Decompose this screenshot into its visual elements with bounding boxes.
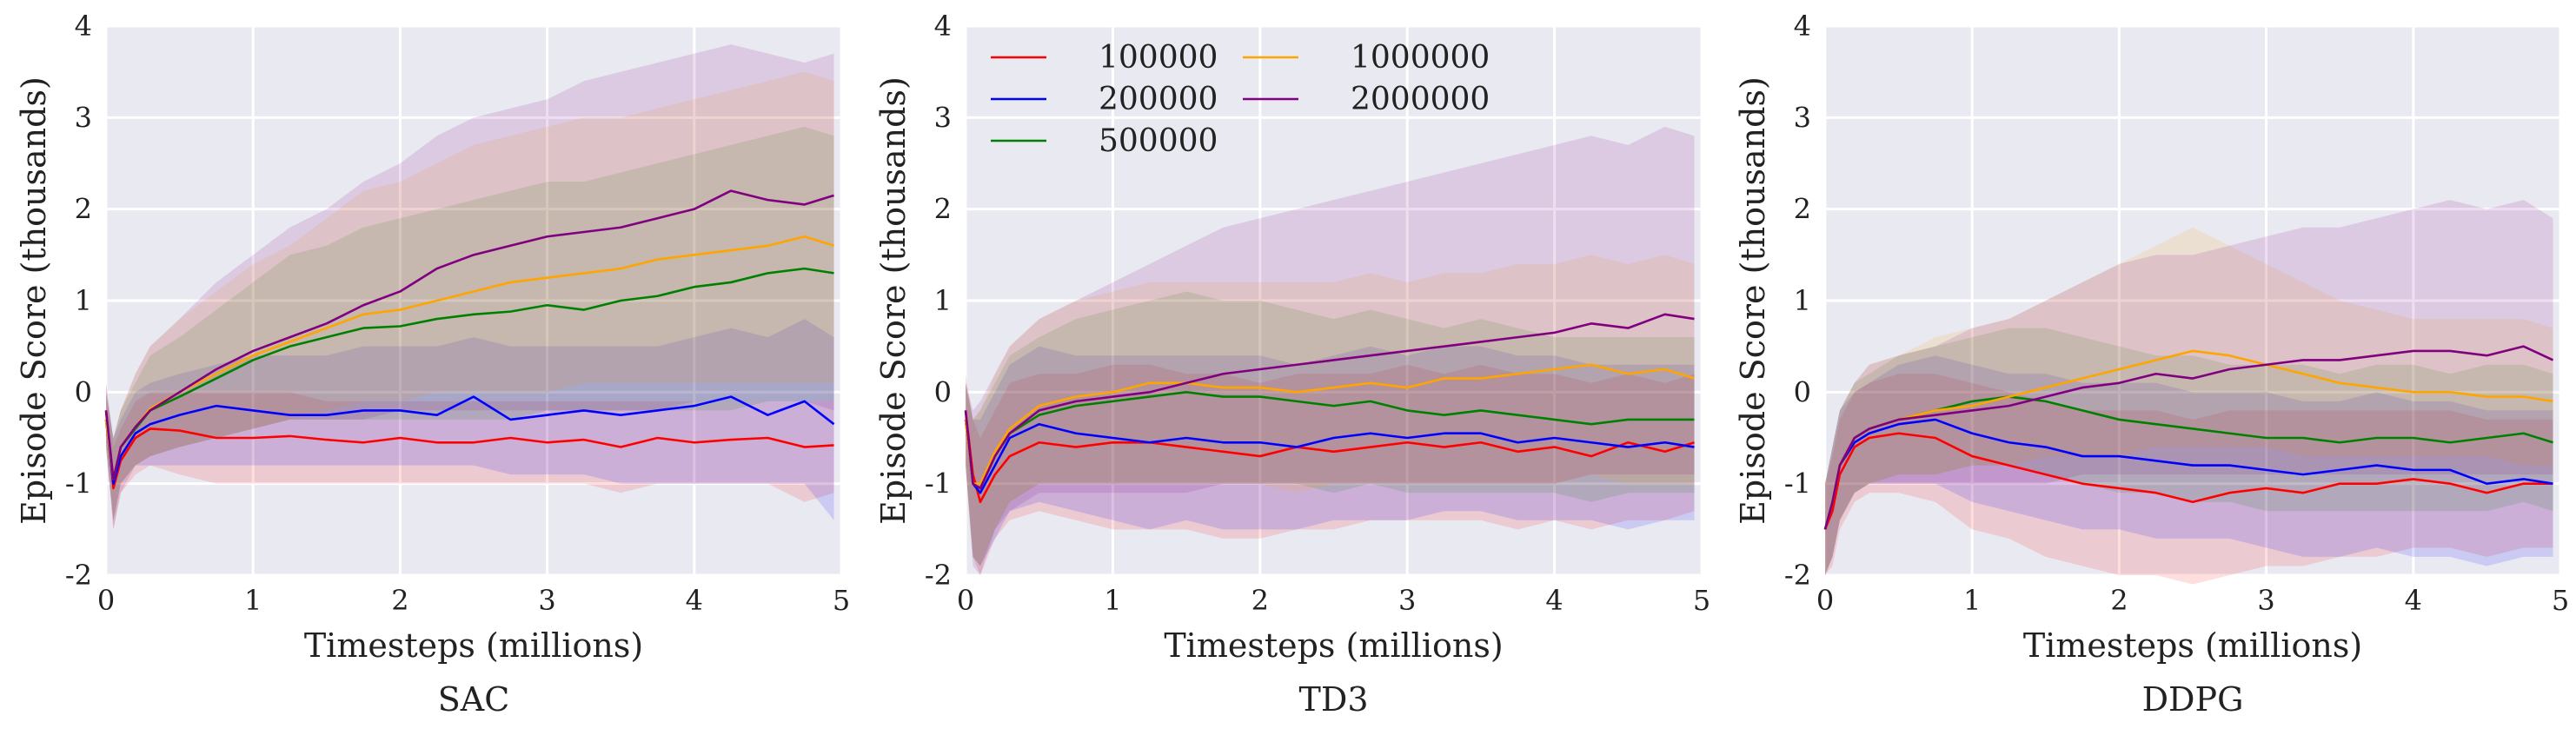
series-line-2000000 xyxy=(104,189,834,480)
y-tick-label: 1 xyxy=(934,284,952,317)
y-axis-title: Episode Score (thousands) xyxy=(15,76,53,525)
panel-ddpg: 0 1 2 3 4 5 -2 -1 0 1 2 3 4 Timesteps (millions) Episo… xyxy=(1734,10,2569,719)
y-tick-label: 0 xyxy=(75,375,92,408)
legend-label-100000: 100000 xyxy=(1099,40,1218,76)
x-tick-label: 3 xyxy=(538,584,555,617)
y-tick-label: 4 xyxy=(75,10,92,43)
y-tick-label: 0 xyxy=(1794,375,1811,408)
series-line-100000 xyxy=(104,410,834,490)
x-tick-label: 4 xyxy=(686,584,703,617)
legend-label-200000: 200000 xyxy=(1099,82,1218,117)
legend: 100000 200000 500000 1000000 2000000 xyxy=(991,40,1490,159)
x-tick-label: 3 xyxy=(1398,584,1416,617)
band-500000 xyxy=(966,291,1695,566)
legend-label-2000000: 2000000 xyxy=(1351,82,1490,117)
y-axis-title: Episode Score (thousands) xyxy=(1734,76,1772,525)
x-tick-label: 5 xyxy=(1693,584,1710,617)
x-tick-label: 5 xyxy=(833,584,850,617)
legend-label-500000: 500000 xyxy=(1099,123,1218,159)
y-tick-label: -1 xyxy=(1784,467,1811,500)
y-tick-label: 2 xyxy=(75,193,92,226)
x-tick-label: 5 xyxy=(2552,584,2569,617)
panel-subtitle: SAC xyxy=(438,680,510,719)
band-100000 xyxy=(106,382,834,530)
panel-subtitle: DDPG xyxy=(2142,680,2244,719)
y-tick-label: -2 xyxy=(65,559,92,592)
panel-td3: 0 1 2 3 4 5 -2 -1 0 1 2 3 4 Timesteps (millions) Episo… xyxy=(874,10,1710,719)
band-100000 xyxy=(1825,374,2553,585)
band-1000000 xyxy=(1825,227,2553,575)
y-tick-label: -1 xyxy=(65,467,92,500)
y-tick-label: 1 xyxy=(1794,284,1811,317)
x-tick-label: 2 xyxy=(2110,584,2128,617)
x-tick-label: 4 xyxy=(2405,584,2422,617)
x-tick-label: 0 xyxy=(97,584,115,617)
x-tick-label: 2 xyxy=(1251,584,1269,617)
y-tick-label: 3 xyxy=(1794,101,1811,134)
x-axis-title: Timesteps (millions) xyxy=(304,626,643,665)
y-tick-label: 4 xyxy=(1794,10,1811,43)
y-tick-label: 3 xyxy=(75,101,92,134)
x-tick-label: 1 xyxy=(244,584,262,617)
y-tick-label: -2 xyxy=(925,559,952,592)
band-2000000 xyxy=(1825,200,2553,575)
y-tick-label: -2 xyxy=(1784,559,1811,592)
band-200000 xyxy=(966,346,1695,566)
series-line-100000 xyxy=(964,410,1695,504)
y-tick-label: 2 xyxy=(934,193,952,226)
y-tick-label: 0 xyxy=(934,375,952,408)
x-tick-label: 2 xyxy=(391,584,408,617)
x-tick-label: 1 xyxy=(1963,584,1981,617)
band-500000 xyxy=(106,126,834,520)
series-line-2000000 xyxy=(964,313,1695,490)
y-tick-label: -1 xyxy=(925,467,952,500)
series-line-1000000 xyxy=(964,363,1695,485)
band-1000000 xyxy=(966,255,1695,566)
x-axis-title: Timesteps (millions) xyxy=(1164,626,1503,665)
series-line-200000 xyxy=(1823,418,2553,530)
legend-label-1000000: 1000000 xyxy=(1351,40,1490,76)
band-200000 xyxy=(106,319,834,520)
band-2000000 xyxy=(106,44,834,530)
y-tick-label: 4 xyxy=(934,10,952,43)
y-tick-label: 2 xyxy=(1794,193,1811,226)
x-tick-label: 1 xyxy=(1104,584,1121,617)
y-tick-label: 1 xyxy=(75,284,92,317)
series-line-100000 xyxy=(1823,432,2553,530)
panel-subtitle: TD3 xyxy=(1299,680,1369,719)
band-500000 xyxy=(1825,328,2553,575)
panel-sac: 0 1 2 3 4 5 -2 -1 0 1 2 3 4 Timesteps (millions) Episo… xyxy=(15,10,850,719)
x-tick-label: 0 xyxy=(1816,584,1834,617)
band-100000 xyxy=(966,364,1695,575)
x-tick-label: 4 xyxy=(1545,584,1563,617)
series-line-200000 xyxy=(964,419,1695,494)
y-axis-title: Episode Score (thousands) xyxy=(874,76,913,525)
x-tick-label: 3 xyxy=(2257,584,2274,617)
x-tick-label: 0 xyxy=(957,584,974,617)
band-1000000 xyxy=(106,71,834,520)
x-axis-title: Timesteps (millions) xyxy=(2023,626,2362,665)
band-2000000 xyxy=(966,126,1695,575)
y-tick-label: 3 xyxy=(934,101,952,134)
series-line-200000 xyxy=(104,395,835,485)
series-line-2000000 xyxy=(1823,345,2554,530)
